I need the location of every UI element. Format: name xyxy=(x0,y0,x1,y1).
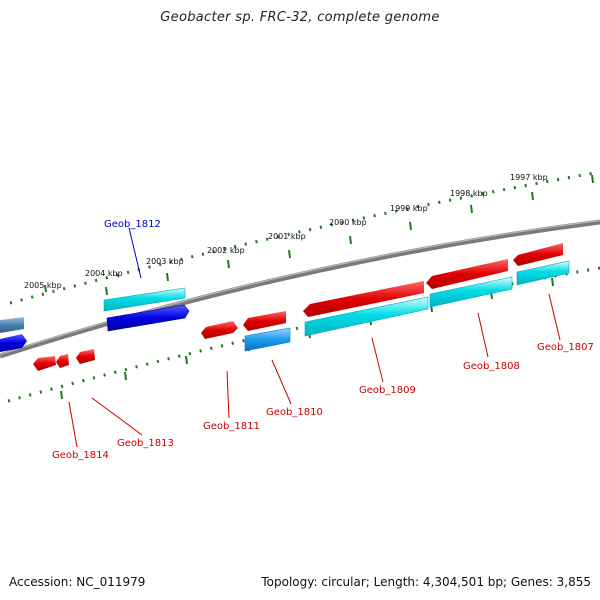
kbp-label-1998: 1998 kbp xyxy=(450,189,488,198)
kbp-label-2000: 2000 kbp xyxy=(329,218,367,227)
kbp-label-2004: 2004 kbp xyxy=(85,269,123,278)
gene-arrow-cyan-1812[interactable] xyxy=(103,287,186,312)
gene-arrow-1810-blue[interactable] xyxy=(244,327,291,352)
map-title: Geobacter sp. FRC-32, complete genome xyxy=(160,10,440,25)
gene-arrow-blue-left[interactable] xyxy=(0,334,27,352)
gene-label-1813[interactable]: Geob_1813 xyxy=(117,438,174,449)
kbp-label-2002: 2002 kbp xyxy=(207,246,245,255)
accession-text: Accession: NC_011979 xyxy=(9,575,146,589)
gene-label-1814[interactable]: Geob_1814 xyxy=(52,450,109,461)
gene-arrow-1814[interactable] xyxy=(76,349,95,364)
kbp-label-2003: 2003 kbp xyxy=(146,257,184,266)
gene-arrow-1809-red[interactable] xyxy=(303,281,424,317)
gene-arrow-1809-cyan[interactable] xyxy=(304,296,429,337)
label-leaders xyxy=(68,227,561,448)
gene-arrow-1811[interactable] xyxy=(201,321,238,339)
gene-label-1812[interactable]: Geob_1812 xyxy=(104,219,161,230)
gene-label-1811[interactable]: Geob_1811 xyxy=(203,421,260,432)
kbp-label-2005: 2005 kbp xyxy=(24,281,62,290)
gene-arrow-1810-red[interactable] xyxy=(243,311,286,331)
kbp-label-1999: 1999 kbp xyxy=(390,204,428,213)
gene-arrow-steel-left[interactable] xyxy=(0,317,24,333)
genome-summary-text: Topology: circular; Length: 4,304,501 bp… xyxy=(261,575,591,589)
gene-arrow-1808-red[interactable] xyxy=(426,259,508,289)
kbp-label-1997: 1997 kbp xyxy=(510,173,548,182)
outer-ruler-ticks xyxy=(44,174,594,296)
gene-label-1810[interactable]: Geob_1810 xyxy=(266,407,323,418)
gene-arrow-1807-cyan[interactable] xyxy=(516,260,570,286)
kbp-label-2001: 2001 kbp xyxy=(268,232,306,241)
genome-backbone-highlight xyxy=(0,219,600,356)
gene-label-1807[interactable]: Geob_1807 xyxy=(537,342,594,353)
genome-backbone xyxy=(0,219,600,359)
gene-label-1808[interactable]: Geob_1808 xyxy=(463,361,520,372)
gene-arrow-1813-b[interactable] xyxy=(56,354,69,368)
gene-arrow-blue-1812[interactable] xyxy=(106,304,190,332)
gene-arrow-1813-a[interactable] xyxy=(33,356,56,371)
gene-arrow-1808-cyan[interactable] xyxy=(429,276,513,308)
gene-label-1809[interactable]: Geob_1809 xyxy=(359,385,416,396)
gene-arrow-1807-red[interactable] xyxy=(513,243,563,266)
